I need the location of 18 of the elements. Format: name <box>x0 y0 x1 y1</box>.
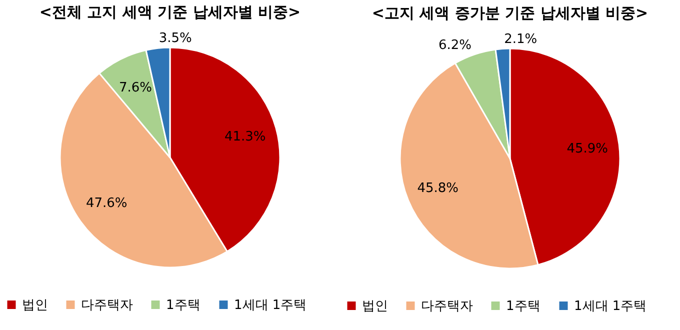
legend-label: 다주택자 <box>421 298 473 314</box>
data-label: 3.5% <box>158 31 192 46</box>
legend-label: 1주택 <box>506 298 540 314</box>
data-label: 6.2% <box>438 38 472 53</box>
data-label: 7.6% <box>118 80 152 96</box>
legend-label: 1세대 1주택 <box>234 298 307 313</box>
data-label: 47.6% <box>86 196 128 211</box>
legend-label: 다주택자 <box>81 298 133 313</box>
data-label: 2.1% <box>504 32 538 47</box>
chart-title: <전체 고지 세액 기준 납세자별 비중> <box>39 3 301 22</box>
data-label: 45.8% <box>417 181 458 196</box>
legend-label: 법인 <box>362 298 388 314</box>
data-label: 41.3% <box>224 129 266 144</box>
legend-label: 1주택 <box>166 298 200 313</box>
legend-label: 1세대 1주택 <box>574 298 647 314</box>
legend-label: 법인 <box>22 298 48 313</box>
chart-title: <고지 세액 증가분 기준 납세자별 비중> <box>372 4 648 22</box>
data-label: 45.9% <box>566 141 608 156</box>
